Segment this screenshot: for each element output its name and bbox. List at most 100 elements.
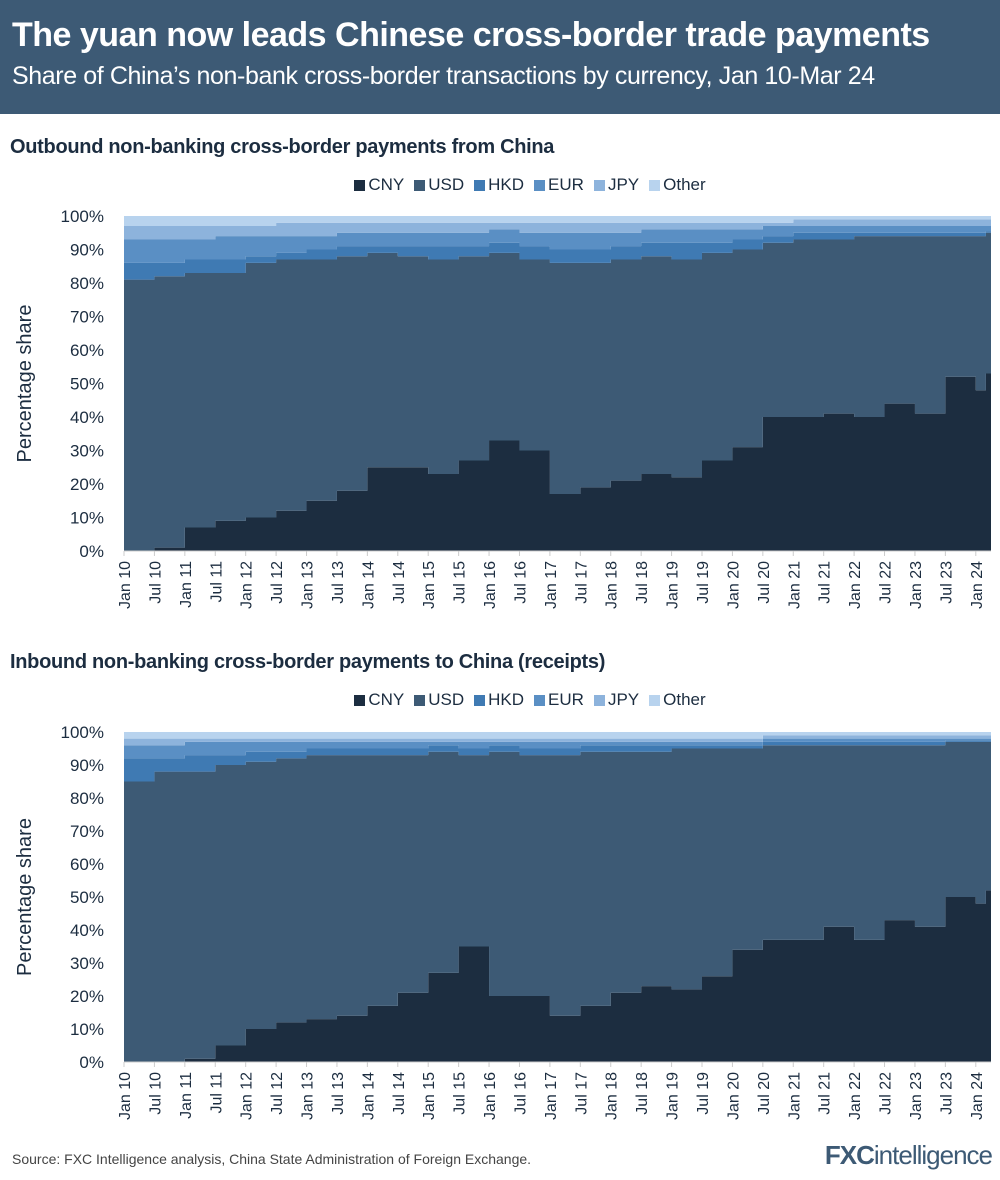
x-tick-label: Jan 23	[908, 561, 925, 609]
legend-item-cny: CNY	[354, 690, 404, 710]
y-tick-label: 100%	[61, 723, 104, 742]
x-tick-label: Jan 10	[117, 561, 134, 609]
x-tick-label: Jan 14	[360, 1072, 377, 1120]
chart-title: The yuan now leads Chinese cross-border …	[12, 16, 930, 54]
x-tick-label: Jul 17	[573, 561, 590, 604]
legend-item-eur: EUR	[534, 175, 584, 195]
legend-swatch	[354, 180, 366, 191]
chart-subtitle: Share of China’s non-bank cross-border t…	[12, 62, 875, 90]
legend-item-other: Other	[649, 690, 706, 710]
area-cny	[124, 373, 991, 551]
y-axis-label: Percentage share	[14, 305, 36, 463]
x-tick-label: Jan 19	[665, 1072, 682, 1120]
inbound-chart-title: Inbound non-banking cross-border payment…	[10, 651, 606, 673]
legend-swatch	[649, 180, 661, 191]
legend-label: JPY	[607, 175, 640, 194]
x-tick-label: Jan 13	[300, 1072, 317, 1120]
x-tick-label: Jul 23	[938, 1072, 955, 1115]
source-note: Source: FXC Intelligence analysis, China…	[12, 1151, 532, 1167]
x-tick-label: Jul 12	[269, 1072, 286, 1115]
y-tick-label: 80%	[70, 789, 104, 808]
x-tick-label: Jul 23	[938, 561, 955, 604]
legend-label: CNY	[368, 175, 405, 194]
x-tick-label: Jan 16	[482, 561, 499, 609]
x-tick-label: Jul 17	[573, 1072, 590, 1115]
legend-label: HKD	[488, 690, 525, 709]
y-tick-label: 40%	[70, 408, 104, 427]
area-jpy	[124, 219, 991, 240]
area-usd	[124, 232, 991, 551]
y-tick-label: 60%	[70, 855, 104, 874]
legend-swatch	[354, 695, 366, 706]
x-tick-label: Jan 20	[725, 1072, 742, 1120]
x-tick-label: Jan 18	[604, 561, 621, 609]
x-tick-label: Jan 12	[239, 561, 256, 609]
x-tick-label: Jan 18	[604, 1072, 621, 1120]
area-eur	[124, 738, 991, 759]
y-tick-label: 90%	[70, 756, 104, 775]
y-tick-label: 30%	[70, 442, 104, 461]
area-hkd	[124, 231, 991, 280]
y-tick-label: 0%	[79, 1053, 104, 1072]
y-tick-label: 70%	[70, 308, 104, 327]
legend-swatch	[534, 180, 546, 191]
fxc-logo: FXCintelligence	[824, 1140, 993, 1170]
x-tick-label: Jan 24	[969, 561, 986, 609]
x-tick-label: Jul 11	[208, 1072, 225, 1114]
x-tick-label: Jan 16	[482, 1072, 499, 1120]
legend-label: USD	[428, 175, 465, 194]
x-tick-label: Jan 11	[178, 1072, 195, 1119]
legend-item-cny: CNY	[354, 175, 404, 195]
legend-swatch	[474, 695, 486, 706]
x-tick-label: Jan 14	[360, 561, 377, 609]
legend-item-usd: USD	[414, 690, 464, 710]
legend-item-hkd: HKD	[474, 690, 524, 710]
inbound-chart: 0% 10% 20% 30% 40% 50% 60% 70% 80% 90% 100% Percent…	[14, 723, 991, 1120]
x-tick-label: Jan 24	[969, 1072, 986, 1120]
x-tick-label: Jan 21	[786, 561, 803, 609]
area-eur	[124, 226, 991, 263]
legend-swatch	[534, 695, 546, 706]
x-tick-label: Jan 22	[847, 561, 864, 609]
y-tick-label: 70%	[70, 822, 104, 841]
x-tick-label: Jul 21	[817, 561, 834, 604]
legend-item-usd: USD	[414, 175, 464, 195]
outbound-chart: 0% 10% 20% 30% 40% 50% 60% 70% 80% 90% 100% Percent…	[14, 207, 991, 609]
legend-label: USD	[428, 690, 465, 709]
x-tick-label: Jul 13	[330, 1072, 347, 1115]
x-tick-label: Jul 18	[634, 1072, 651, 1115]
y-tick-label: 10%	[70, 1020, 104, 1039]
x-tick-label: Jul 12	[269, 561, 286, 604]
y-tick-label: 90%	[70, 241, 104, 260]
legend-label: CNY	[368, 690, 405, 709]
area-other	[124, 732, 991, 739]
x-tick-label: Jan 10	[117, 1072, 134, 1120]
legend-label: Other	[663, 175, 706, 194]
x-tick-label: Jul 22	[878, 1072, 895, 1115]
legend-label: JPY	[607, 690, 640, 709]
area-hkd	[124, 740, 991, 782]
area-usd	[124, 741, 991, 1062]
x-tick-label: Jan 17	[543, 561, 560, 609]
x-tick-label: Jul 16	[512, 1072, 529, 1115]
x-tick-label: Jul 22	[878, 561, 895, 604]
y-tick-label: 100%	[61, 207, 104, 226]
legend-swatch	[649, 695, 661, 706]
y-tick-label: 10%	[70, 509, 104, 528]
x-tick-label: Jul 15	[452, 561, 469, 604]
legend-item-eur: EUR	[534, 690, 584, 710]
y-tick-label: 50%	[70, 375, 104, 394]
legend-swatch	[474, 180, 486, 191]
x-tick-label: Jul 21	[817, 1072, 834, 1115]
x-tick-label: Jul 14	[391, 1072, 408, 1115]
x-tick-label: Jul 19	[695, 561, 712, 604]
x-tick-label: Jan 19	[665, 561, 682, 609]
x-tick-label: Jul 20	[756, 561, 773, 604]
outbound-legend: CNY USD HKD EUR JPY Other	[0, 175, 1000, 195]
area-jpy	[124, 735, 991, 746]
legend-label: HKD	[488, 175, 525, 194]
x-tick-label: Jul 10	[147, 561, 164, 604]
x-tick-label: Jan 17	[543, 1072, 560, 1120]
y-tick-label: 20%	[70, 987, 104, 1006]
x-tick-label: Jul 19	[695, 1072, 712, 1115]
